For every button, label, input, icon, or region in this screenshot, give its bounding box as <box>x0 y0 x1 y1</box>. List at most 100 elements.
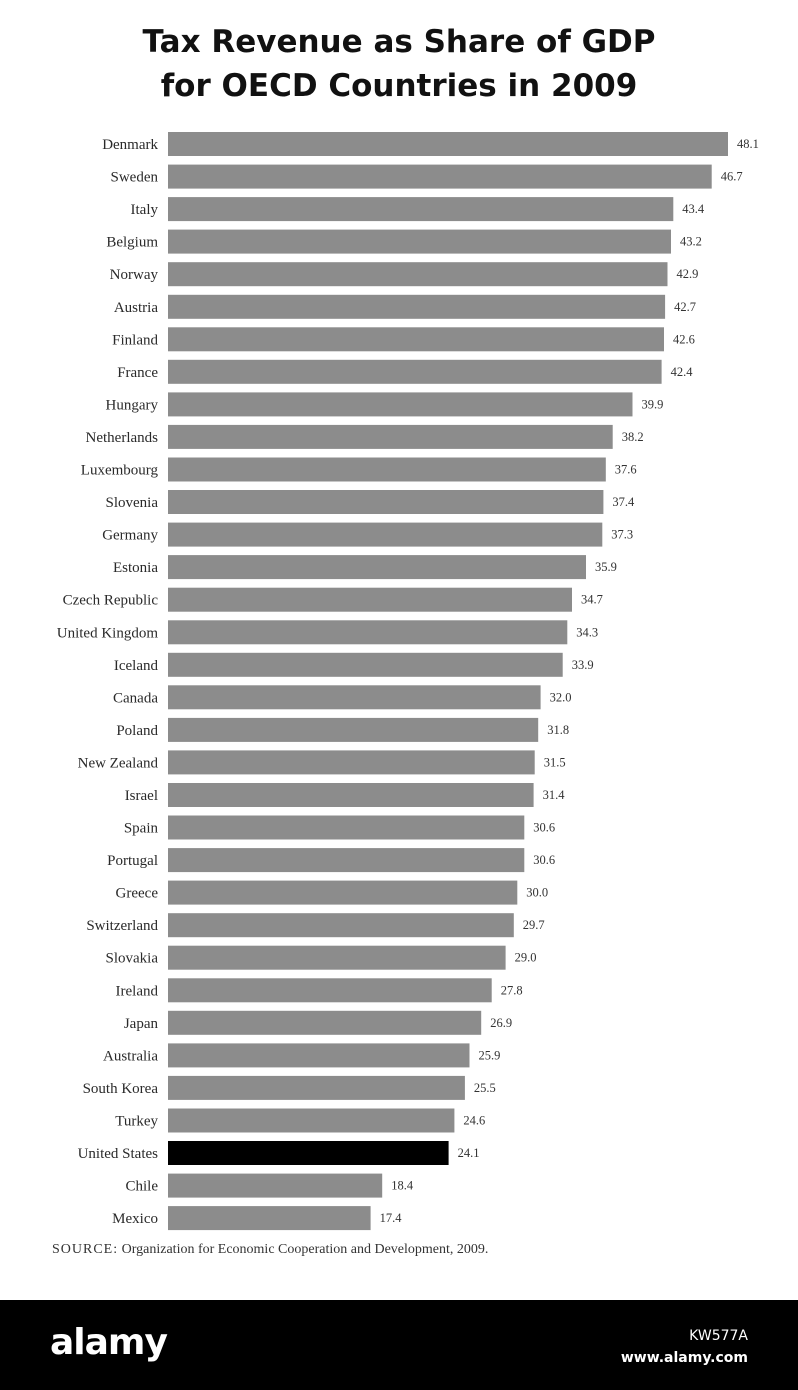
value-label-estonia: 35.9 <box>595 560 617 574</box>
value-label-united-kingdom: 34.3 <box>576 625 598 639</box>
category-label-luxembourg: Luxembourg <box>81 463 159 479</box>
site-url: www.alamy.com <box>620 1350 748 1366</box>
value-label-france: 42.4 <box>671 365 694 379</box>
value-label-ireland: 27.8 <box>501 983 523 997</box>
bar-chile <box>168 1173 383 1198</box>
bar-australia <box>168 1043 470 1068</box>
bar-ireland <box>168 978 492 1003</box>
value-label-turkey: 24.6 <box>463 1114 485 1128</box>
value-label-south-korea: 25.5 <box>474 1081 496 1095</box>
category-label-new-zealand: New Zealand <box>78 755 159 771</box>
image-id: KW577A <box>689 1328 748 1344</box>
bar-spain <box>168 815 525 840</box>
brand-logo: alamy <box>50 1322 168 1363</box>
value-label-chile: 18.4 <box>391 1179 414 1193</box>
category-label-ireland: Ireland <box>116 983 159 999</box>
category-label-norway: Norway <box>110 267 159 283</box>
bar-slovenia <box>168 490 604 514</box>
value-label-greece: 30.0 <box>526 886 548 900</box>
bar-estonia <box>168 555 586 580</box>
bar-iceland <box>168 652 563 677</box>
chart-title: Tax Revenue as Share of GDP for OECD Cou… <box>0 20 798 108</box>
bar-canada <box>168 685 541 710</box>
chart-title-line-1: Tax Revenue as Share of GDP <box>142 24 656 60</box>
bar-mexico <box>168 1206 371 1231</box>
value-label-new-zealand: 31.5 <box>544 755 566 769</box>
category-label-japan: Japan <box>124 1016 159 1032</box>
category-label-united-kingdom: United Kingdom <box>57 625 159 641</box>
bar-norway <box>168 262 668 287</box>
bar-switzerland <box>168 913 514 938</box>
value-label-hungary: 39.9 <box>642 397 664 411</box>
category-label-finland: Finland <box>112 332 158 348</box>
bar-sweden <box>168 164 712 189</box>
bar-greece <box>168 880 518 905</box>
bar-new-zealand <box>168 750 535 775</box>
value-label-australia: 25.9 <box>479 1048 501 1062</box>
bar-poland <box>168 717 539 742</box>
bar-portugal <box>168 848 525 873</box>
source-note: SOURCE: Organization for Economic Cooper… <box>52 1242 488 1258</box>
value-label-czech-republic: 34.7 <box>581 593 603 607</box>
bar-united-kingdom <box>168 620 568 645</box>
category-label-chile: Chile <box>126 1179 159 1195</box>
watermark-footer: alamy KW577A www.alamy.com <box>0 1300 798 1390</box>
category-label-estonia: Estonia <box>113 560 158 576</box>
value-label-denmark: 48.1 <box>737 137 759 151</box>
category-label-slovenia: Slovenia <box>106 495 159 511</box>
category-label-united-states: United States <box>78 1146 159 1162</box>
bar-hungary <box>168 392 633 417</box>
category-label-poland: Poland <box>116 723 158 739</box>
bar-turkey <box>168 1108 455 1133</box>
category-label-mexico: Mexico <box>112 1211 158 1227</box>
value-label-mexico: 17.4 <box>380 1211 403 1225</box>
bar-united-states <box>168 1141 449 1165</box>
category-label-netherlands: Netherlands <box>86 430 159 446</box>
bar-belgium <box>168 229 671 254</box>
value-label-luxembourg: 37.6 <box>615 463 637 477</box>
value-label-finland: 42.6 <box>673 332 695 346</box>
category-label-france: France <box>117 365 158 381</box>
category-label-italy: Italy <box>131 202 159 218</box>
category-label-portugal: Portugal <box>107 853 158 869</box>
category-label-switzerland: Switzerland <box>86 918 158 934</box>
value-label-israel: 31.4 <box>543 788 566 802</box>
value-label-norway: 42.9 <box>677 267 699 281</box>
value-label-united-states: 24.1 <box>458 1146 480 1160</box>
category-label-spain: Spain <box>124 821 159 837</box>
value-label-poland: 31.8 <box>547 723 569 737</box>
source-text: Organization for Economic Cooperation an… <box>121 1242 489 1257</box>
bar-austria <box>168 294 666 319</box>
bar-netherlands <box>168 424 613 449</box>
value-label-japan: 26.9 <box>490 1016 512 1030</box>
bar-japan <box>168 1010 482 1035</box>
category-label-south-korea: South Korea <box>83 1081 159 1097</box>
bar-israel <box>168 783 534 807</box>
category-label-denmark: Denmark <box>102 137 158 153</box>
source-label: SOURCE: <box>52 1242 119 1257</box>
bar-italy <box>168 197 674 222</box>
bar-germany <box>168 522 603 547</box>
chart-title-line-2: for OECD Countries in 2009 <box>160 68 638 104</box>
bar-denmark <box>168 132 728 156</box>
category-label-greece: Greece <box>116 886 159 902</box>
value-label-portugal: 30.6 <box>533 853 555 867</box>
value-label-sweden: 46.7 <box>721 170 743 184</box>
category-label-germany: Germany <box>102 528 158 544</box>
value-label-italy: 43.4 <box>682 202 705 216</box>
value-label-slovakia: 29.0 <box>515 951 537 965</box>
bar-slovakia <box>168 945 506 970</box>
category-label-czech-republic: Czech Republic <box>63 593 159 609</box>
value-label-switzerland: 29.7 <box>523 918 545 932</box>
bar-south-korea <box>168 1075 465 1100</box>
value-label-belgium: 43.2 <box>680 235 702 249</box>
value-label-spain: 30.6 <box>533 821 555 835</box>
category-label-iceland: Iceland <box>114 658 159 674</box>
value-label-slovenia: 37.4 <box>612 495 635 509</box>
value-label-netherlands: 38.2 <box>622 430 644 444</box>
value-label-iceland: 33.9 <box>572 658 594 672</box>
value-label-austria: 42.7 <box>674 300 696 314</box>
bar-czech-republic <box>168 587 572 612</box>
bar-france <box>168 359 662 384</box>
category-label-turkey: Turkey <box>115 1114 158 1130</box>
